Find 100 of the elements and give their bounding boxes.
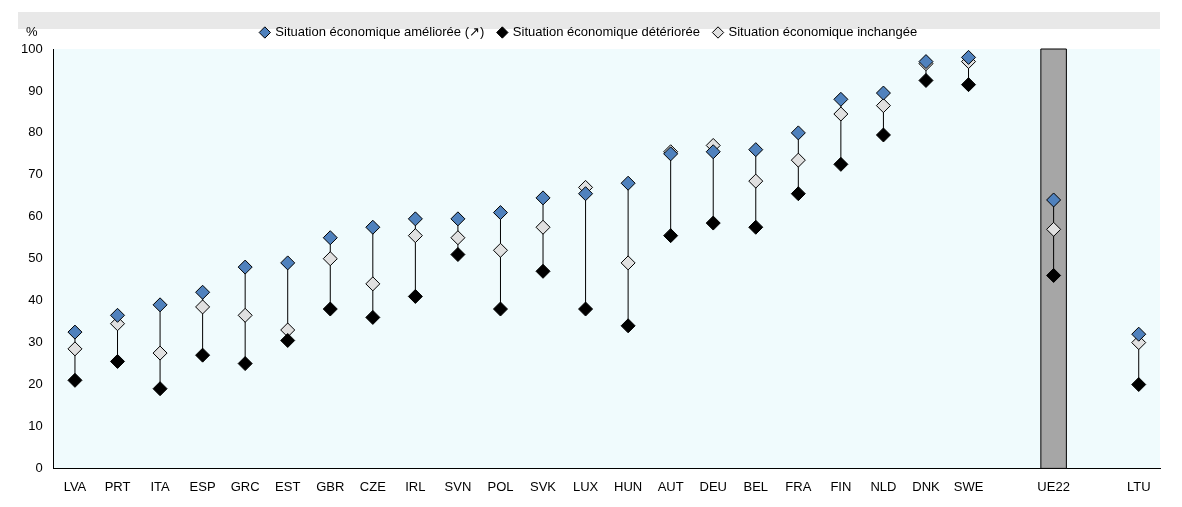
point [237,307,253,323]
point [535,219,551,235]
point [790,152,806,168]
point [67,341,83,357]
y-tick-label: 10 [28,418,43,434]
point [875,98,891,114]
y-tick-label: 70 [28,166,43,182]
point [492,205,508,221]
legend-label: Situation économique améliorée (↗) [275,24,485,40]
y-axis-title: % [25,24,38,40]
point [961,77,977,93]
x-tick-label: SVN [444,478,472,494]
x-tick-label: LTU [1126,478,1151,494]
y-tick-label: 20 [28,376,43,392]
point [322,251,338,267]
x-tick-label: SVK [530,478,557,494]
point [450,211,466,227]
x-tick-label: ESP [189,478,216,494]
x-tick-label: GRC [230,478,260,494]
point [1131,326,1147,342]
point [152,345,168,361]
point [748,219,764,235]
point [790,125,806,141]
point [833,91,849,107]
point [237,259,253,275]
x-tick-label: PRT [104,478,131,494]
point [535,190,551,206]
x-tick-label: LUX [572,478,599,494]
point [407,211,423,227]
point [152,297,168,313]
point [620,255,636,271]
point [322,301,338,317]
point [578,186,594,202]
point [407,288,423,304]
point [365,276,381,292]
y-tick-label: 90 [28,82,43,98]
point [110,353,126,369]
point [195,347,211,363]
point [152,381,168,397]
point [620,318,636,334]
x-tick-label: EST [275,478,301,494]
point [918,72,934,88]
point [705,144,721,160]
point [1131,377,1147,393]
x-tick-label: POL [487,478,514,494]
point [450,230,466,246]
point [1046,221,1062,237]
point [578,301,594,317]
x-tick-label: AUT [657,478,684,494]
x-tick-label: DEU [699,478,727,494]
point [67,324,83,340]
point [195,299,211,315]
point [961,49,977,65]
point [365,219,381,235]
point [280,255,296,271]
point [875,85,891,101]
point [322,230,338,246]
x-tick-label: FRA [785,478,812,494]
point [833,106,849,122]
x-tick-label: ITA [150,478,171,494]
x-tick-label: HUN [614,478,643,494]
x-tick-label: CZE [359,478,387,494]
point [705,215,721,231]
x-tick-label: GBR [316,478,345,494]
point [67,372,83,388]
point [450,247,466,263]
point [620,175,636,191]
x-tick-label: DNK [912,478,941,494]
x-tick-label: UE22 [1037,478,1070,494]
point [280,332,296,348]
y-tick-label: 0 [35,459,43,475]
x-tick-label: SWE [953,478,984,494]
point [535,263,551,279]
y-tick-label: 100 [20,40,43,56]
point [833,156,849,172]
point [748,142,764,158]
y-tick-label: 40 [28,292,43,308]
point [365,309,381,325]
point [663,228,679,244]
point [748,173,764,189]
point [790,186,806,202]
x-tick-label: FIN [830,478,852,494]
point [407,228,423,244]
point [492,242,508,258]
y-tick-label: 60 [28,208,43,224]
y-tick-label: 30 [28,334,43,350]
x-tick-label: LVA [63,478,87,494]
x-tick-label: IRL [405,478,426,494]
point [492,301,508,317]
x-tick-label: NLD [870,478,897,494]
point [1046,192,1062,208]
legend-label: Situation économique détériorée [512,24,701,40]
point [1046,267,1062,283]
y-tick-label: 80 [28,124,43,140]
x-tick-label: BEL [743,478,769,494]
point [110,307,126,323]
y-tick-label: 50 [28,250,43,266]
point [195,284,211,300]
legend-label: Situation économique inchangée [728,24,918,40]
point [237,356,253,372]
